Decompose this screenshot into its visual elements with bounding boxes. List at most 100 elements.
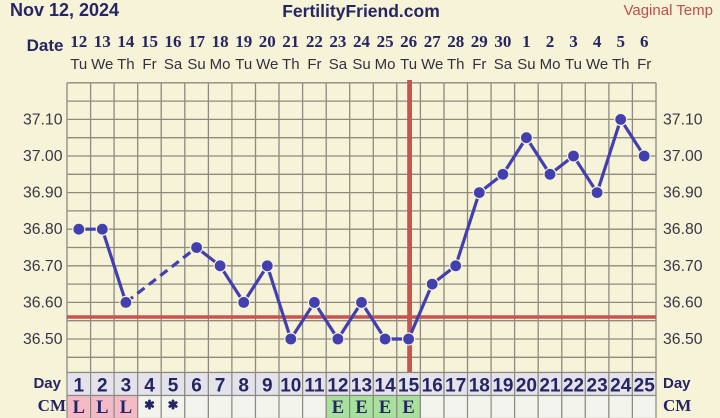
svg-text:37.00: 37.00 [23, 148, 63, 165]
svg-text:E: E [402, 398, 414, 418]
svg-text:Su: Su [517, 56, 535, 73]
svg-text:We: We [91, 56, 113, 73]
svg-text:Mo: Mo [210, 56, 231, 73]
svg-text:Su: Su [187, 56, 205, 73]
svg-text:21: 21 [282, 32, 299, 51]
svg-text:37.00: 37.00 [663, 148, 703, 165]
svg-text:Vaginal Temp: Vaginal Temp [623, 2, 713, 19]
svg-text:5: 5 [168, 376, 179, 397]
svg-text:37.10: 37.10 [663, 111, 703, 128]
svg-text:8: 8 [238, 376, 249, 397]
svg-text:36.90: 36.90 [663, 185, 703, 202]
svg-text:Mo: Mo [540, 56, 561, 73]
svg-text:Tu: Tu [70, 56, 87, 73]
svg-text:21: 21 [539, 376, 561, 397]
svg-text:16: 16 [422, 376, 443, 397]
svg-text:10: 10 [280, 376, 301, 397]
svg-text:11: 11 [304, 376, 325, 397]
svg-text:22: 22 [306, 32, 323, 51]
svg-text:30: 30 [494, 32, 511, 51]
svg-text:Th: Th [447, 56, 465, 73]
svg-text:29: 29 [471, 32, 488, 51]
svg-text:L: L [73, 398, 85, 418]
svg-text:20: 20 [516, 376, 537, 397]
svg-text:18: 18 [212, 32, 229, 51]
svg-text:24: 24 [610, 376, 632, 397]
svg-text:12: 12 [70, 32, 87, 51]
svg-text:25: 25 [377, 32, 394, 51]
svg-text:6: 6 [640, 32, 649, 51]
svg-text:Fr: Fr [472, 56, 486, 73]
svg-text:Fr: Fr [142, 56, 156, 73]
svg-text:36.70: 36.70 [23, 258, 63, 275]
svg-text:L: L [96, 398, 108, 418]
svg-text:1: 1 [74, 376, 85, 397]
svg-text:Tu: Tu [400, 56, 417, 73]
svg-text:E: E [355, 398, 367, 418]
svg-text:Th: Th [117, 56, 135, 73]
svg-text:16: 16 [165, 32, 182, 51]
svg-text:CM: CM [38, 396, 66, 415]
svg-text:Sa: Sa [329, 56, 348, 73]
svg-text:Nov 12, 2024: Nov 12, 2024 [10, 0, 119, 20]
svg-text:L: L [120, 398, 132, 418]
svg-text:Fr: Fr [307, 56, 321, 73]
svg-text:Sa: Sa [164, 56, 183, 73]
svg-text:Day: Day [33, 375, 61, 392]
svg-text:4: 4 [593, 32, 602, 51]
svg-text:E: E [379, 398, 391, 418]
svg-text:Su: Su [352, 56, 370, 73]
svg-text:E: E [332, 398, 344, 418]
svg-text:Fr: Fr [637, 56, 651, 73]
svg-text:22: 22 [563, 376, 584, 397]
svg-text:20: 20 [259, 32, 276, 51]
svg-text:Th: Th [282, 56, 300, 73]
svg-text:Tu: Tu [565, 56, 582, 73]
svg-text:15: 15 [398, 376, 420, 397]
svg-text:36.90: 36.90 [23, 185, 63, 202]
svg-text:Day: Day [663, 375, 691, 392]
svg-text:9: 9 [262, 376, 273, 397]
svg-text:Th: Th [612, 56, 630, 73]
svg-text:1: 1 [522, 32, 531, 51]
svg-text:36.80: 36.80 [663, 221, 703, 238]
svg-text:19: 19 [235, 32, 252, 51]
svg-text:19: 19 [492, 376, 513, 397]
svg-text:23: 23 [587, 376, 608, 397]
svg-text:26: 26 [400, 32, 417, 51]
svg-text:14: 14 [375, 376, 397, 397]
svg-text:24: 24 [353, 32, 371, 51]
svg-text:13: 13 [94, 32, 111, 51]
svg-text:27: 27 [424, 32, 442, 51]
svg-text:2: 2 [97, 376, 108, 397]
svg-text:37.10: 37.10 [23, 111, 63, 128]
svg-text:Date: Date [27, 36, 64, 55]
svg-text:15: 15 [141, 32, 158, 51]
svg-text:36.60: 36.60 [663, 294, 703, 311]
svg-text:13: 13 [351, 376, 372, 397]
svg-text:6: 6 [191, 376, 202, 397]
svg-text:17: 17 [445, 376, 466, 397]
svg-text:Mo: Mo [375, 56, 396, 73]
svg-text:23: 23 [329, 32, 346, 51]
svg-text:28: 28 [447, 32, 464, 51]
svg-text:18: 18 [469, 376, 490, 397]
svg-text:5: 5 [616, 32, 625, 51]
svg-text:3: 3 [569, 32, 578, 51]
svg-text:Tu: Tu [235, 56, 252, 73]
svg-text:3: 3 [121, 376, 132, 397]
svg-text:We: We [421, 56, 443, 73]
svg-text:We: We [256, 56, 278, 73]
svg-text:36.60: 36.60 [23, 294, 63, 311]
svg-text:36.80: 36.80 [23, 221, 63, 238]
svg-text:12: 12 [327, 376, 348, 397]
svg-text:36.50: 36.50 [663, 331, 703, 348]
svg-text:Sa: Sa [494, 56, 513, 73]
svg-text:CM: CM [663, 396, 691, 415]
svg-text:2: 2 [546, 32, 555, 51]
svg-text:4: 4 [144, 376, 155, 397]
svg-text:17: 17 [188, 32, 206, 51]
svg-text:36.70: 36.70 [663, 258, 703, 275]
svg-text:FertilityFriend.com: FertilityFriend.com [282, 1, 440, 21]
svg-text:7: 7 [215, 376, 226, 397]
